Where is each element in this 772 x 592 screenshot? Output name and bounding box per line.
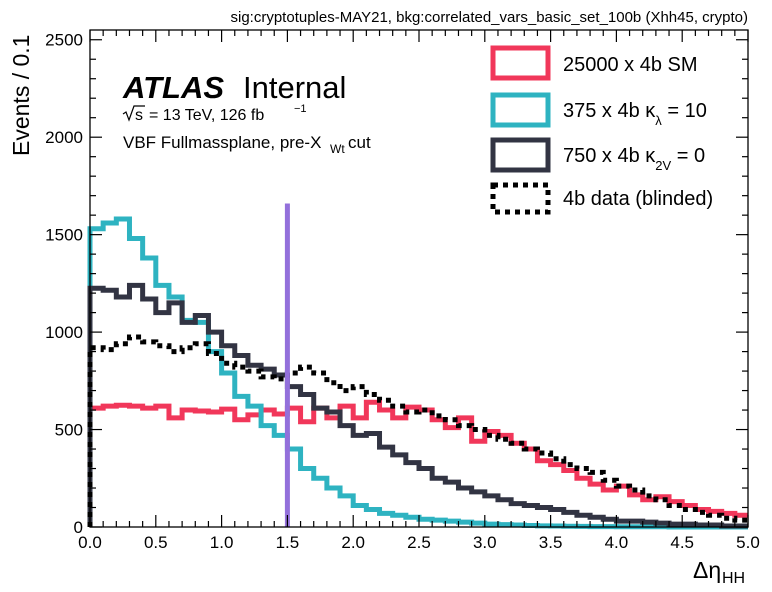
x-tick-label: 4.0 <box>605 533 629 552</box>
legend-label-data: 4b data (blinded) <box>563 188 713 210</box>
x-axis-title: Δη <box>693 557 721 583</box>
atlas-label: ATLAS <box>122 70 224 105</box>
legend-swatch-data <box>490 182 551 215</box>
x-tick-label: 5.0 <box>736 533 760 552</box>
energy-sup: −1 <box>294 103 307 115</box>
x-tick-label: 1.0 <box>210 533 234 552</box>
legend-label-sm: 25000 x 4b SM <box>563 54 698 76</box>
series-1-line <box>87 216 748 530</box>
y-tick-label: 0 <box>74 518 83 537</box>
sqrt-sign <box>122 105 145 122</box>
chart-header: sig:cryptotuples-MAY21, bkg:correlated_v… <box>231 9 749 26</box>
region-sub: Wt <box>330 142 345 156</box>
legend-label-k2v0: 750 x 4b κ2V = 0 <box>563 145 705 173</box>
y-axis-title: Events / 0.1 <box>8 35 34 156</box>
series-0-line <box>87 399 748 527</box>
atlas-status: Internal <box>243 70 346 105</box>
sqrt-s: s <box>135 107 143 124</box>
y-tick-label: 2000 <box>45 128 83 147</box>
tick-labels-layer: 0.0 0.5 1.0 1.5 2.0 2.5 3.0 3.5 4.0 4.5 5.0 0 500 100… <box>45 31 760 552</box>
y-tick-label: 500 <box>55 421 83 440</box>
y-tick-label: 1500 <box>45 226 83 245</box>
legend-swatch-k2v0 <box>490 137 551 173</box>
legend-swatch-sm <box>490 45 551 81</box>
x-tick-label: 3.5 <box>539 533 563 552</box>
legend: 25000 x 4b SM 375 x 4b κλ = 10 750 x 4b … <box>490 45 713 215</box>
x-tick-label: 2.5 <box>407 533 431 552</box>
legend-swatch-kl10 <box>490 92 551 128</box>
y-tick-label: 2500 <box>45 31 83 50</box>
series-layer <box>87 216 748 530</box>
x-tick-label: 0.0 <box>78 533 102 552</box>
x-axis-title-sub: HH <box>722 570 745 587</box>
ticks-layer <box>89 30 749 528</box>
x-tick-label: 4.5 <box>670 533 694 552</box>
x-tick-label: 2.0 <box>341 533 365 552</box>
energy-label: = 13 TeV, 126 fb <box>149 107 264 124</box>
x-tick-label: 0.5 <box>144 533 168 552</box>
x-tick-label: 1.5 <box>276 533 300 552</box>
y-tick-label: 1000 <box>45 323 83 342</box>
region-tail: cut <box>348 133 371 152</box>
series-3-line <box>87 334 748 527</box>
legend-label-kl10: 375 x 4b κλ = 10 <box>563 100 707 128</box>
region-label: VBF Fullmassplane, pre-X <box>123 133 321 152</box>
x-tick-label: 3.0 <box>473 533 497 552</box>
